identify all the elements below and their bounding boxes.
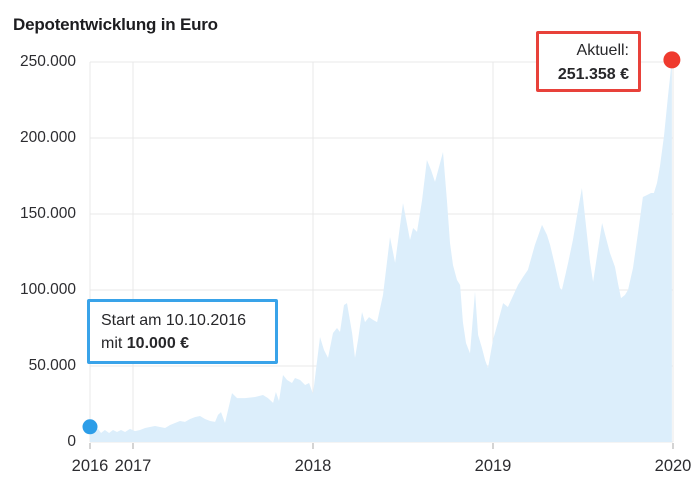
- area-fill: [90, 59, 672, 443]
- current-annotation-box: Aktuell: 251.358 €: [536, 31, 641, 92]
- x-tick-label: 2018: [294, 457, 332, 475]
- x-tick-label: 2020: [654, 457, 692, 475]
- x-tick-label: 2016: [71, 457, 109, 475]
- start-annotation-prefix: mit: [101, 335, 127, 352]
- y-tick-label: 50.000: [28, 357, 76, 374]
- y-tick-label: 150.000: [19, 205, 76, 222]
- current-annotation-label: Aktuell:: [576, 42, 629, 59]
- y-tick-label: 250.000: [19, 53, 76, 70]
- current-annotation-value: 251.358 €: [557, 66, 629, 83]
- y-tick-label: 0: [67, 433, 76, 450]
- current-dot: [663, 51, 681, 69]
- x-tick-label: 2019: [474, 457, 512, 475]
- y-tick-label: 200.000: [19, 129, 76, 146]
- start-annotation-value: 10.000 €: [126, 335, 190, 352]
- start-annotation-line1: Start am 10.10.2016: [101, 312, 246, 329]
- chart-title: Depotentwicklung in Euro: [13, 15, 218, 34]
- start-annotation-box: Start am 10.10.2016 mit 10.000 €: [87, 299, 278, 364]
- start-dot: [82, 419, 98, 435]
- start-annotation-line2: mit 10.000 €: [101, 332, 275, 355]
- x-tick-label: 2017: [114, 457, 152, 475]
- y-tick-label: 100.000: [19, 281, 76, 298]
